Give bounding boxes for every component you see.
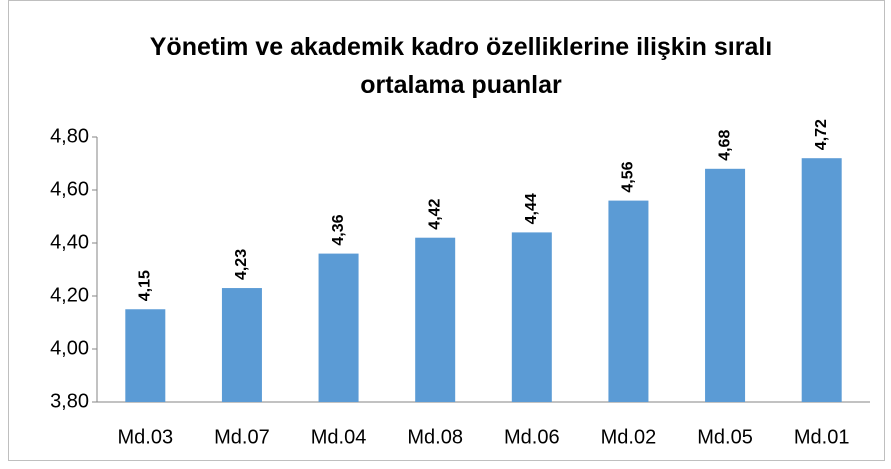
chart-title: Yönetim ve akademik kadro özelliklerine …: [150, 33, 773, 99]
y-tick-label: 4,00: [50, 337, 89, 359]
value-label: 4,42: [426, 198, 443, 229]
value-label: 4,72: [813, 119, 830, 150]
y-tick-label: 3,80: [50, 390, 89, 412]
x-tick-label: Md.07: [214, 426, 270, 448]
x-tick-label: Md.05: [697, 426, 753, 448]
value-label: 4,36: [330, 214, 347, 245]
value-label: 4,68: [716, 130, 733, 161]
bar: [801, 158, 842, 402]
bar: [415, 237, 456, 402]
y-tick-label: 4,40: [50, 231, 89, 253]
value-label: 4,44: [523, 193, 540, 224]
x-tick-label: Md.02: [601, 426, 657, 448]
x-tick-label: Md.04: [311, 426, 367, 448]
value-label: 4,56: [620, 161, 637, 192]
x-tick-label: Md.03: [118, 426, 174, 448]
bar: [318, 253, 359, 402]
bar: [125, 309, 166, 402]
bar: [511, 232, 552, 402]
bar: [221, 288, 262, 402]
x-tick-label: Md.08: [407, 426, 463, 448]
value-label: 4,15: [137, 270, 154, 301]
bar: [608, 200, 649, 402]
x-tick-label: Md.06: [504, 426, 560, 448]
x-tick-label: Md.01: [794, 426, 850, 448]
y-tick-label: 4,20: [50, 284, 89, 306]
y-tick-label: 4,60: [50, 178, 89, 200]
y-tick-label: 4,80: [50, 125, 89, 147]
value-label: 4,23: [233, 249, 250, 280]
bar: [705, 168, 746, 402]
